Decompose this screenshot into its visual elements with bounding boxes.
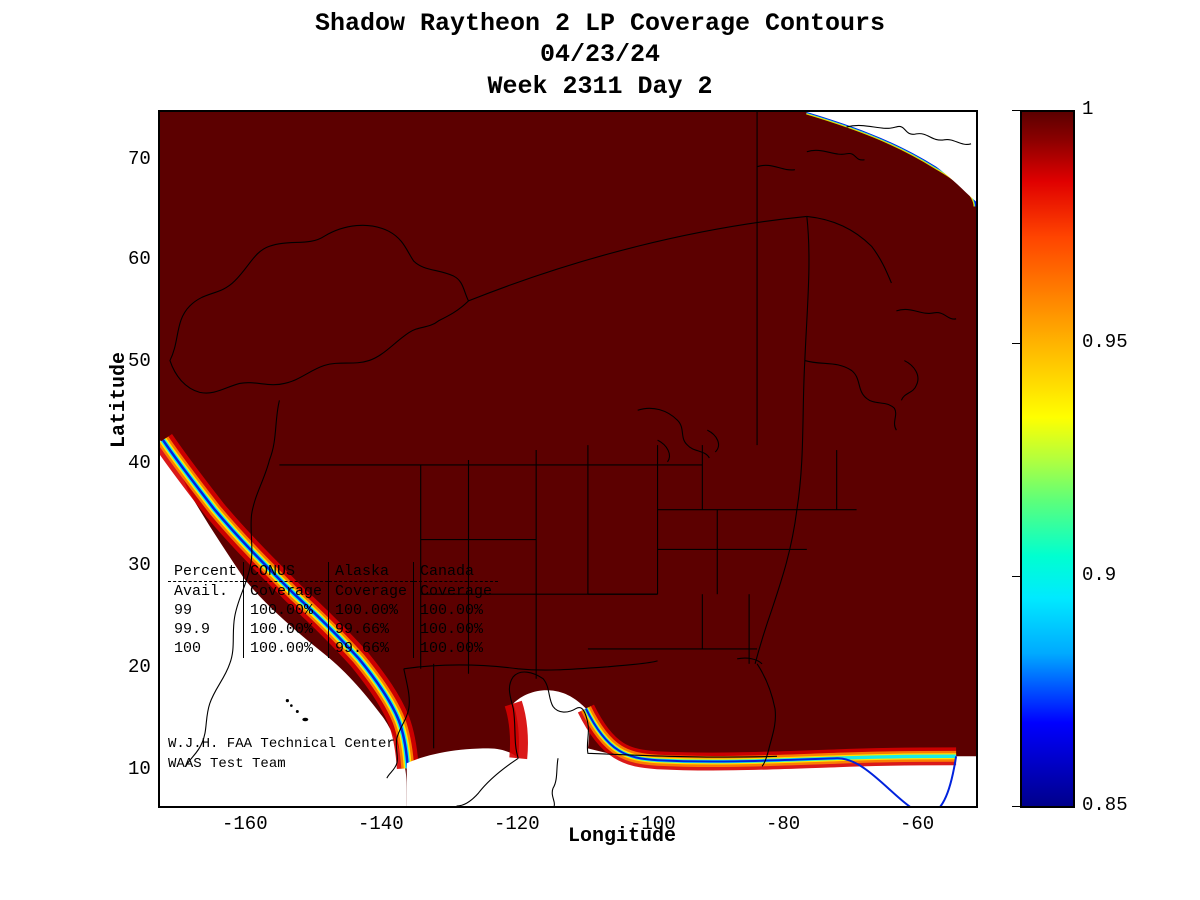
title-block: Shadow Raytheon 2 LP Coverage Contours 0… <box>0 8 1200 102</box>
map-page: Shadow Raytheon 2 LP Coverage Contours 0… <box>0 0 1200 900</box>
x-tick-neg60: -60 <box>900 813 934 835</box>
attribution-text: W.J.H. FAA Technical Center WAAS Test Te… <box>168 735 395 774</box>
colorbar-gradient <box>1020 110 1075 808</box>
legend-row2-col1: 100.00% <box>244 639 329 658</box>
title-line1: Shadow Raytheon 2 LP Coverage Contours <box>0 8 1200 39</box>
legend-header-0: Percent <box>168 562 244 582</box>
title-line3: Week 2311 Day 2 <box>0 71 1200 102</box>
title-line2: 04/23/24 <box>0 39 1200 70</box>
y-tick-30: 30 <box>128 554 151 576</box>
y-axis-title: Latitude <box>108 352 131 448</box>
x-tick-neg140: -140 <box>358 813 404 835</box>
legend-row1-col0: 99.9 <box>168 620 244 639</box>
legend-row0-col2: 100.00% <box>329 601 414 620</box>
colorbar-tick-095: 0.95 <box>1082 331 1128 353</box>
y-tick-70: 70 <box>128 148 151 170</box>
legend-row2-col0: 100 <box>168 639 244 658</box>
legend-subheader-1: Coverage <box>244 582 329 602</box>
attribution-line1: W.J.H. FAA Technical Center <box>168 735 395 755</box>
legend-row0-col3: 100.00% <box>414 601 499 620</box>
attribution-line2: WAAS Test Team <box>168 755 395 775</box>
x-tick-neg120: -120 <box>494 813 540 835</box>
y-tick-50: 50 <box>128 350 151 372</box>
legend-row1-col1: 100.00% <box>244 620 329 639</box>
legend-row2-col2: 99.66% <box>329 639 414 658</box>
colorbar-container[interactable]: 1 0.95 0.9 0.85 <box>1020 110 1075 808</box>
legend-subheader-3: Coverage <box>414 582 499 602</box>
colorbar-tick-085: 0.85 <box>1082 794 1128 816</box>
colorbar-tick-09: 0.9 <box>1082 564 1116 586</box>
y-tick-40: 40 <box>128 452 151 474</box>
coverage-map[interactable] <box>158 110 978 808</box>
colorbar-tick-1: 1 <box>1082 98 1093 120</box>
x-tick-neg80: -80 <box>766 813 800 835</box>
coverage-legend-table: Percent CONUS Alaska Canada Avail. Cover… <box>168 562 498 658</box>
legend-header-1: CONUS <box>244 562 329 582</box>
y-tick-60: 60 <box>128 248 151 270</box>
legend-row2-col3: 100.00% <box>414 639 499 658</box>
legend-subheader-2: Coverage <box>329 582 414 602</box>
legend-row0-col0: 99 <box>168 601 244 620</box>
legend-header-3: Canada <box>414 562 499 582</box>
x-tick-neg160: -160 <box>222 813 268 835</box>
legend-row1-col2: 99.66% <box>329 620 414 639</box>
coverage-fill <box>160 112 976 806</box>
legend-row1-col3: 100.00% <box>414 620 499 639</box>
y-tick-20: 20 <box>128 656 151 678</box>
x-axis-title: Longitude <box>568 825 676 848</box>
legend-header-2: Alaska <box>329 562 414 582</box>
y-tick-10: 10 <box>128 758 151 780</box>
legend-subheader-0: Avail. <box>168 582 244 602</box>
legend-row0-col1: 100.00% <box>244 601 329 620</box>
